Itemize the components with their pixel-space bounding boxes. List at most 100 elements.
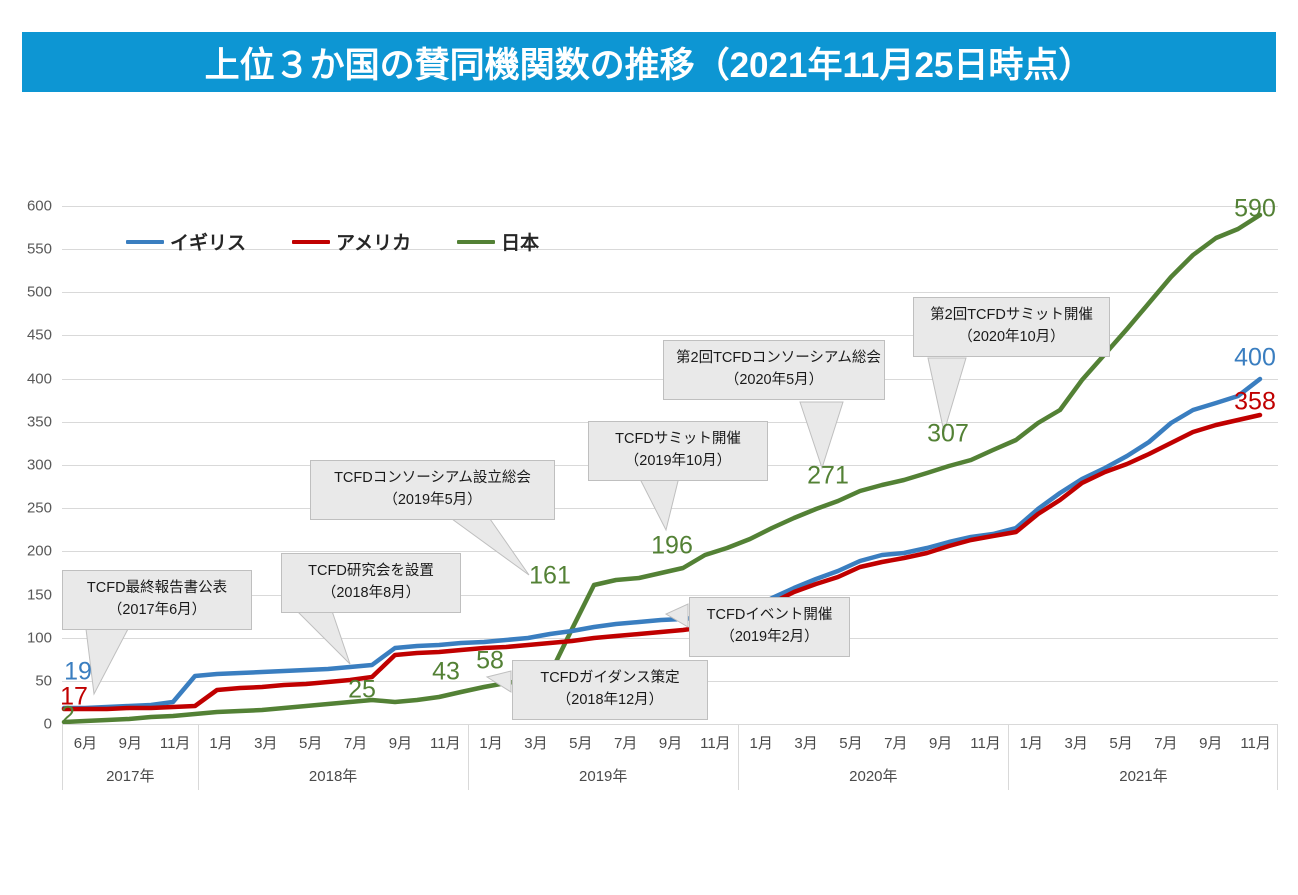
y-tick-350: 350 [26,413,52,431]
legend-swatch-icon-jp [457,239,496,244]
x-axis: 6月 9月 11月 1月 3月 5月 7月 9月 11月 1月 3月 5月 7月 [62,724,1278,790]
x-year-label-2019: 2019年 [467,760,738,790]
callout-line-2: （2020年10月） [958,328,1065,345]
x-month-label: 11月 [700,734,731,752]
gridline-500 [62,292,1278,293]
data-label-jp-25: 25 [348,675,376,704]
data-label-jp-2: 2 [61,701,75,730]
x-month-label: 5月 [299,734,323,752]
x-month-label: 7月 [884,734,908,752]
y-tick-200: 200 [26,542,52,560]
x-month-label: 5月 [1109,734,1133,752]
data-label-us-358: 358 [1234,387,1276,416]
callout-line-2: （2019年10月） [624,452,732,469]
x-month-label: 1月 [479,734,503,752]
x-month-label: 3月 [794,734,818,752]
y-axis: 600 550 500 450 400 350 300 250 200 150 … [0,0,52,895]
callout-line-2: （2018年12月） [556,691,664,708]
callout-line-1: TCFDガイダンス策定 [540,670,680,686]
x-month-group-2020: 1月 3月 5月 7月 9月 11月 [737,724,1008,760]
callout-line-2: （2019年2月） [720,628,819,645]
callout-tcfd-study-group[interactable]: TCFD研究会を設置 （2018年8月） [281,553,461,613]
callout-line-1: TCFD最終報告書公表 [86,580,228,596]
x-month-label: 3月 [1064,734,1088,752]
y-tick-50: 50 [35,672,52,690]
x-month-label: 9月 [388,734,413,752]
chart-legend: イギリス アメリカ 日本 [126,228,539,255]
y-tick-100: 100 [26,629,52,647]
x-month-label: 11月 [430,734,461,752]
callout-tcfd-final-report[interactable]: TCFD最終報告書公表 （2017年6月） [62,570,252,630]
legend-label-uk: イギリス [170,233,247,254]
y-tick-450: 450 [26,326,52,344]
gridline-100 [62,638,1278,639]
x-month-label: 3月 [254,734,278,752]
data-label-jp-58: 58 [476,646,504,675]
y-tick-0: 0 [43,715,52,733]
x-month-label: 7月 [343,734,368,752]
x-axis-year-labels: 2017年 2018年 2019年 2020年 2021年 [62,760,1278,790]
callout-tcfd-event[interactable]: TCFDイベント開催 （2019年2月） [689,597,850,657]
callout-line-1: 第2回TCFDコンソーシアム総会 [676,350,881,366]
data-label-uk-19: 19 [64,657,92,686]
legend-label-jp: 日本 [501,233,540,254]
callout-second-tcfd-summit[interactable]: 第2回TCFDサミット開催 （2020年10月） [913,297,1110,357]
callout-line-2: （2017年6月） [107,601,207,618]
legend-item-uk[interactable]: イギリス [126,228,246,255]
callout-line-1: TCFDサミット開催 [615,431,741,447]
data-label-jp-161: 161 [529,561,571,590]
callout-tcfd-summit[interactable]: TCFDサミット開催 （2019年10月） [588,421,768,481]
x-month-label: 5月 [569,734,593,752]
legend-swatch-icon-us [292,239,331,244]
x-month-label: 1月 [1019,734,1043,752]
data-label-uk-400: 400 [1234,343,1276,372]
x-month-label: 11月 [970,734,1001,752]
x-axis-month-labels: 6月 9月 11月 1月 3月 5月 7月 9月 11月 1月 3月 5月 7月 [62,724,1278,760]
chart-title-bar: 上位３か国の賛同機関数の推移（2021年11月25日時点） [22,32,1276,92]
x-axis-topline [62,724,1278,725]
y-tick-500: 500 [26,283,52,301]
y-tick-400: 400 [26,370,52,388]
data-label-jp-307: 307 [927,419,969,448]
callout-consortium-founding[interactable]: TCFDコンソーシアム設立総会 （2019年5月） [310,460,555,520]
x-year-label-2021: 2021年 [1007,760,1278,790]
data-label-us-17: 17 [60,682,88,711]
x-month-label: 1月 [749,734,773,752]
x-month-label: 1月 [209,734,233,752]
legend-swatch-icon-uk [126,239,164,244]
callout-tcfd-guidance[interactable]: TCFDガイダンス策定 （2018年12月） [512,660,708,720]
x-year-label-2017: 2017年 [62,760,198,790]
x-month-label: 5月 [839,734,863,752]
legend-label-us: アメリカ [336,233,412,254]
legend-item-jp[interactable]: 日本 [457,228,539,255]
callout-line-2: （2019年5月） [383,491,482,508]
x-month-group-2019: 1月 3月 5月 7月 9月 11月 [467,724,738,760]
callout-line-2: （2018年8月） [321,584,421,601]
x-year-label-2018: 2018年 [197,760,468,790]
y-tick-600: 600 [26,197,52,215]
data-label-jp-196: 196 [651,531,693,560]
x-month-label: 3月 [524,734,548,752]
callout-line-1: TCFDイベント開催 [706,607,833,623]
callout-line-2: （2020年5月） [724,371,824,388]
x-month-label: 11月 [1240,734,1271,752]
x-month-label: 9月 [928,734,953,752]
x-month-group-2017: 6月 9月 11月 [62,724,198,760]
x-month-label: 9月 [1199,734,1223,752]
data-label-jp-590: 590 [1234,194,1276,223]
x-month-label: 6月 [73,734,98,752]
callout-line-1: 第2回TCFDサミット開催 [930,307,1093,323]
y-tick-300: 300 [26,456,52,474]
x-axis-right-edge [1277,724,1278,790]
x-month-group-2021: 1月 3月 5月 7月 9月 11月 [1007,724,1278,760]
x-year-label-2020: 2020年 [737,760,1008,790]
x-month-label: 11月 [159,734,191,752]
callout-line-1: TCFDコンソーシアム設立総会 [334,470,531,486]
callout-second-consortium-assembly[interactable]: 第2回TCFDコンソーシアム総会 （2020年5月） [663,340,885,400]
legend-item-us[interactable]: アメリカ [292,228,411,255]
callout-line-1: TCFD研究会を設置 [308,563,434,579]
y-tick-550: 550 [26,240,52,258]
x-month-label: 7月 [1154,734,1178,752]
